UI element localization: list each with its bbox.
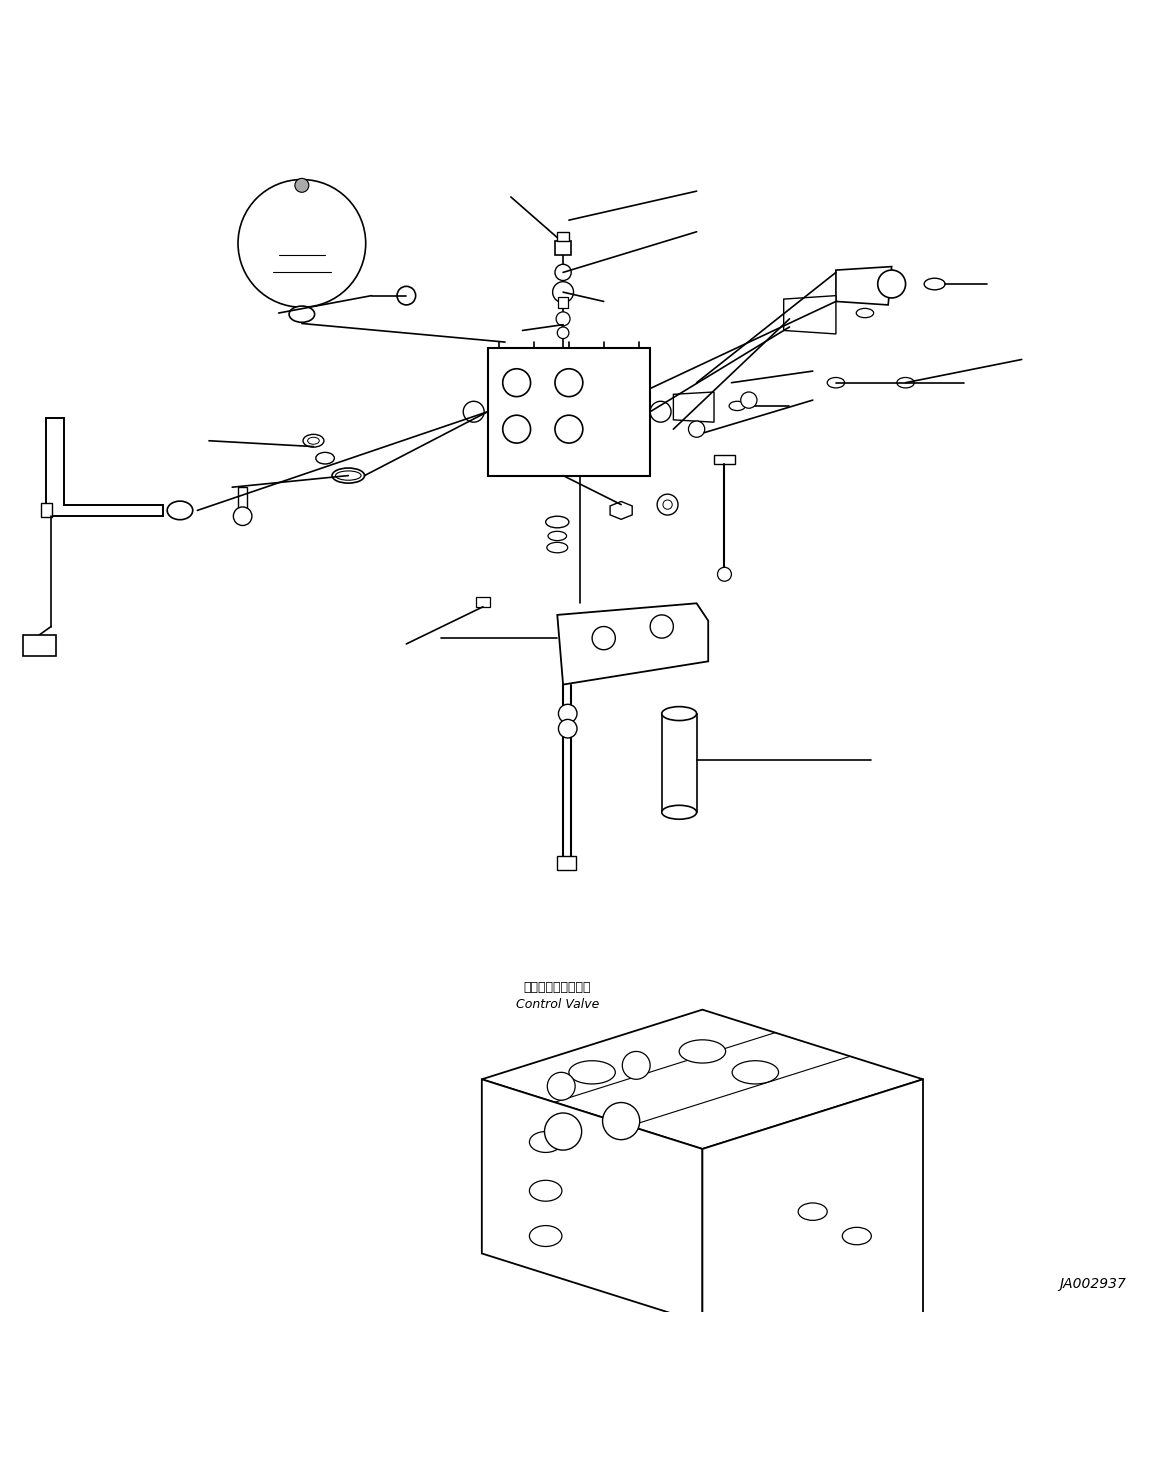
Circle shape (878, 270, 906, 298)
Ellipse shape (798, 1203, 827, 1221)
Ellipse shape (547, 542, 568, 553)
Ellipse shape (167, 501, 193, 519)
Circle shape (622, 1051, 650, 1079)
Circle shape (547, 1072, 575, 1101)
Circle shape (556, 311, 570, 326)
FancyBboxPatch shape (714, 455, 735, 463)
Circle shape (603, 1102, 640, 1140)
FancyBboxPatch shape (555, 241, 571, 254)
Text: Control Valve: Control Valve (515, 999, 599, 1012)
Circle shape (233, 507, 252, 525)
Ellipse shape (316, 452, 334, 463)
Circle shape (295, 178, 309, 193)
Ellipse shape (679, 1039, 726, 1063)
Polygon shape (702, 1079, 923, 1393)
Circle shape (397, 287, 416, 306)
Polygon shape (673, 392, 714, 423)
Circle shape (503, 368, 531, 396)
Polygon shape (610, 501, 633, 519)
FancyBboxPatch shape (488, 348, 650, 475)
Polygon shape (784, 295, 836, 333)
Circle shape (657, 494, 678, 515)
Circle shape (555, 368, 583, 396)
Ellipse shape (662, 706, 697, 721)
Polygon shape (836, 266, 892, 306)
Circle shape (503, 415, 531, 443)
FancyBboxPatch shape (558, 297, 568, 308)
Polygon shape (482, 1010, 923, 1149)
Ellipse shape (733, 1061, 779, 1083)
Polygon shape (482, 1079, 702, 1323)
Circle shape (558, 719, 577, 738)
FancyBboxPatch shape (662, 713, 697, 813)
Circle shape (463, 401, 484, 423)
Circle shape (688, 421, 705, 437)
FancyBboxPatch shape (41, 503, 52, 518)
Ellipse shape (569, 1061, 615, 1083)
Ellipse shape (546, 516, 569, 528)
Ellipse shape (827, 377, 844, 387)
FancyBboxPatch shape (476, 598, 490, 607)
Ellipse shape (842, 1227, 871, 1244)
Circle shape (650, 616, 673, 637)
Circle shape (717, 567, 731, 582)
Circle shape (555, 265, 571, 281)
Circle shape (741, 392, 757, 408)
Ellipse shape (332, 468, 365, 482)
Ellipse shape (529, 1180, 562, 1202)
Ellipse shape (548, 531, 567, 541)
Polygon shape (557, 604, 708, 684)
Text: コントロールバルブ: コントロールバルブ (524, 981, 591, 994)
Ellipse shape (308, 437, 319, 444)
Ellipse shape (289, 306, 315, 322)
Circle shape (555, 415, 583, 443)
Circle shape (663, 500, 672, 509)
Circle shape (545, 1113, 582, 1151)
Circle shape (650, 401, 671, 423)
FancyBboxPatch shape (557, 232, 569, 241)
Ellipse shape (336, 471, 361, 480)
FancyBboxPatch shape (23, 635, 56, 655)
Text: JA002937: JA002937 (1059, 1276, 1126, 1291)
Circle shape (553, 282, 574, 303)
FancyBboxPatch shape (238, 487, 247, 510)
Circle shape (557, 327, 569, 339)
Ellipse shape (529, 1132, 562, 1152)
Ellipse shape (303, 434, 324, 447)
Ellipse shape (896, 377, 914, 387)
Ellipse shape (729, 401, 745, 411)
Ellipse shape (856, 308, 873, 317)
Circle shape (238, 180, 366, 307)
Polygon shape (46, 418, 163, 516)
Ellipse shape (662, 806, 697, 819)
Circle shape (592, 627, 615, 649)
Ellipse shape (529, 1225, 562, 1247)
Ellipse shape (924, 278, 945, 289)
FancyBboxPatch shape (557, 857, 576, 870)
Circle shape (558, 705, 577, 722)
